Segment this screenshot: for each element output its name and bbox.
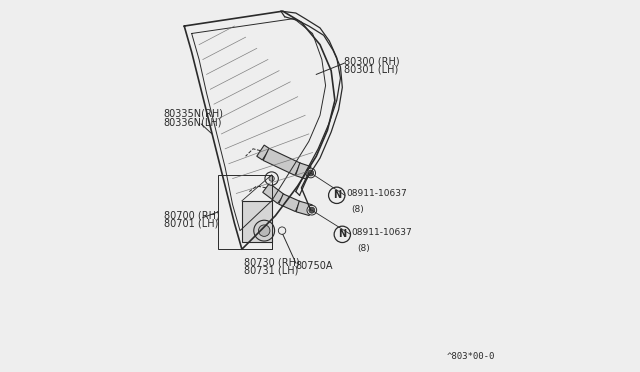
Circle shape [309, 207, 315, 213]
Text: 80300 (RH): 80300 (RH) [344, 57, 400, 66]
Text: (8): (8) [357, 244, 370, 253]
Text: 80730 (RH): 80730 (RH) [244, 257, 300, 267]
Polygon shape [257, 145, 270, 160]
Polygon shape [263, 148, 301, 175]
Polygon shape [296, 163, 311, 179]
Text: N: N [339, 230, 346, 239]
Polygon shape [262, 183, 284, 203]
Text: 80700 (RH): 80700 (RH) [164, 211, 220, 221]
Circle shape [334, 226, 351, 243]
Text: 80301 (LH): 80301 (LH) [344, 65, 399, 75]
Circle shape [308, 170, 314, 176]
Circle shape [306, 168, 316, 178]
Text: 80750A: 80750A [296, 261, 333, 271]
Polygon shape [296, 201, 312, 215]
Text: 08911-10637: 08911-10637 [351, 228, 412, 237]
Circle shape [278, 227, 286, 234]
Text: 08911-10637: 08911-10637 [346, 189, 407, 198]
Circle shape [254, 220, 275, 241]
Circle shape [269, 176, 275, 181]
Circle shape [328, 187, 345, 203]
Text: (8): (8) [351, 205, 364, 214]
Bar [218, 175, 271, 249]
Bar [242, 201, 271, 242]
Circle shape [265, 172, 278, 185]
Polygon shape [278, 194, 300, 212]
Text: 80335N(RH): 80335N(RH) [164, 109, 224, 118]
Text: N: N [333, 190, 341, 200]
Circle shape [259, 225, 270, 236]
Text: 80731 (LH): 80731 (LH) [244, 266, 298, 276]
Text: 80701 (LH): 80701 (LH) [164, 219, 218, 229]
Circle shape [308, 171, 312, 175]
Circle shape [310, 208, 314, 212]
Text: ^803*00-0: ^803*00-0 [447, 352, 495, 361]
Text: 80336N(LH): 80336N(LH) [164, 117, 222, 127]
Circle shape [307, 205, 317, 215]
